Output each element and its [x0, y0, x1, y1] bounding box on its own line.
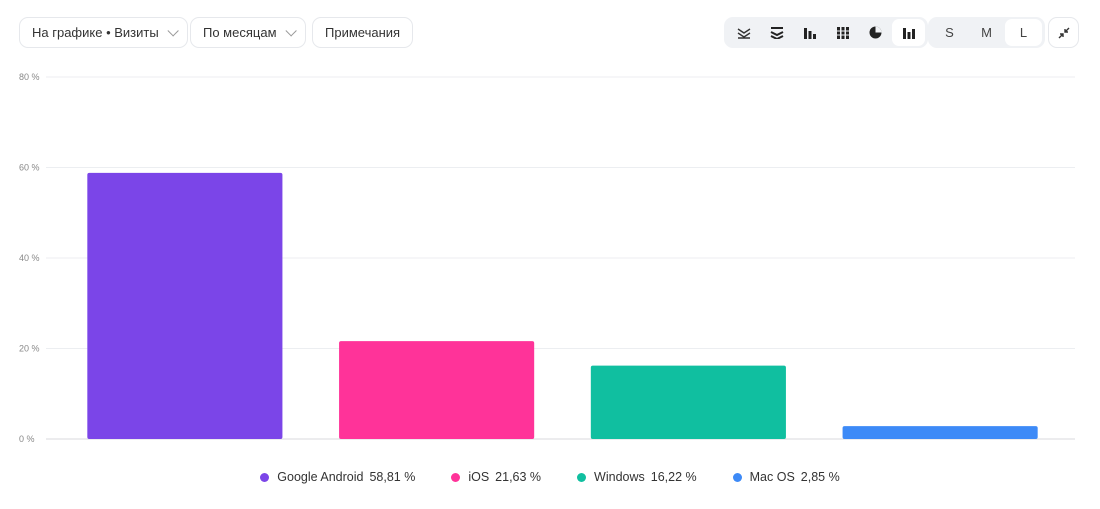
y-tick-label: 0 % — [19, 434, 35, 444]
legend-label: Mac OS — [749, 470, 795, 484]
y-tick-label: 40 % — [19, 253, 40, 263]
size-s[interactable]: S — [945, 25, 954, 40]
collapse-icon — [1058, 27, 1069, 38]
y-tick-label: 60 % — [19, 163, 40, 173]
legend-value: 58,81 % — [369, 470, 416, 484]
legend-label: Windows — [594, 470, 645, 484]
metric-dropdown[interactable]: На графике • Визиты — [19, 17, 188, 48]
legend-dot-icon — [577, 472, 587, 482]
pie-icon[interactable] — [859, 19, 892, 46]
bar-google-android[interactable] — [87, 172, 283, 439]
stacked-area-icon[interactable] — [760, 19, 793, 46]
bar-chart: 0 % 20 % 40 % 60 % 80 % — [19, 72, 1075, 444]
metric-label: На графике • Визиты — [32, 25, 159, 40]
chart-type-group — [724, 17, 928, 48]
legend-label: iOS — [468, 470, 490, 484]
notes-label: Примечания — [325, 25, 401, 40]
lines-icon[interactable] — [727, 19, 760, 46]
legend-dot-icon — [260, 472, 270, 482]
bar-mac-os[interactable] — [842, 426, 1038, 439]
legend-dot-icon — [451, 472, 461, 482]
legend: Google Android 58,81 % iOS 21,63 % Windows 16… — [0, 470, 1100, 484]
size-l[interactable]: L — [1005, 19, 1042, 46]
legend-dot-icon — [732, 472, 742, 482]
stacked-bar-icon[interactable] — [826, 19, 859, 46]
legend-item[interactable]: Mac OS 2,85 % — [732, 470, 840, 484]
size-group: S M L — [928, 17, 1045, 48]
column-icon[interactable] — [892, 19, 925, 46]
legend-item[interactable]: Windows 16,22 % — [577, 470, 697, 484]
legend-value: 16,22 % — [650, 470, 697, 484]
legend-value: 2,85 % — [800, 470, 840, 484]
period-dropdown[interactable]: По месяцам — [190, 17, 306, 48]
notes-button[interactable]: Примечания — [312, 17, 414, 48]
bar-windows[interactable] — [590, 365, 786, 439]
legend-item[interactable]: iOS 21,63 % — [451, 470, 541, 484]
legend-label: Google Android — [277, 470, 364, 484]
bar-ios[interactable] — [339, 341, 535, 439]
collapse-button[interactable] — [1048, 17, 1079, 48]
y-tick-label: 80 % — [19, 72, 40, 82]
y-tick-label: 20 % — [19, 344, 40, 354]
legend-item[interactable]: Google Android 58,81 % — [260, 470, 415, 484]
bar-icon[interactable] — [793, 19, 826, 46]
period-label: По месяцам — [203, 25, 277, 40]
size-m[interactable]: M — [981, 25, 992, 40]
legend-value: 21,63 % — [495, 470, 542, 484]
